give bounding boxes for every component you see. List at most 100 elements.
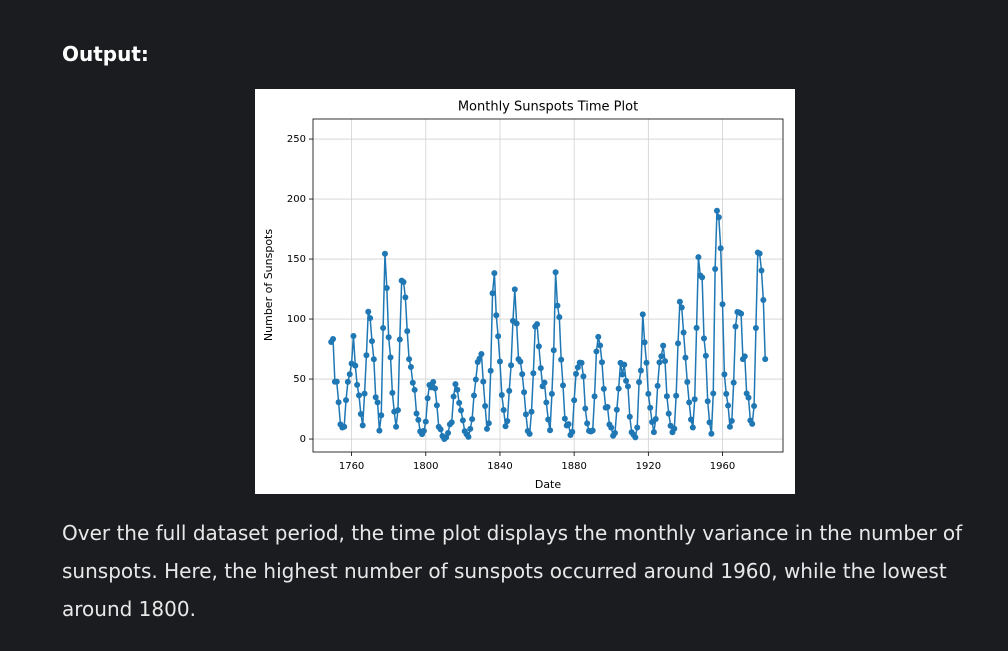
- point: [365, 308, 372, 315]
- point: [359, 422, 366, 429]
- point: [548, 390, 555, 397]
- point: [508, 362, 515, 369]
- point: [445, 430, 452, 437]
- point: [732, 323, 739, 330]
- point: [745, 394, 752, 401]
- paragraph: Over the full dataset period, the time p…: [62, 521, 963, 621]
- point: [526, 430, 533, 437]
- point: [433, 402, 440, 409]
- x-tick-label: 1960: [710, 461, 735, 472]
- point: [686, 399, 693, 406]
- point: [665, 410, 672, 417]
- point: [476, 355, 483, 362]
- point: [704, 398, 711, 405]
- point: [454, 386, 461, 393]
- point: [645, 390, 652, 397]
- point: [452, 381, 459, 388]
- point: [593, 348, 600, 355]
- point: [402, 294, 409, 301]
- point: [491, 270, 498, 277]
- point: [496, 358, 503, 365]
- point: [387, 354, 394, 361]
- point: [650, 429, 657, 436]
- point: [676, 298, 683, 305]
- point: [574, 364, 581, 371]
- point: [350, 332, 357, 339]
- point: [394, 407, 401, 414]
- point: [604, 404, 611, 410]
- point: [357, 410, 364, 417]
- point: [589, 427, 596, 434]
- point: [584, 420, 591, 427]
- series-line: [330, 210, 766, 441]
- point: [684, 379, 691, 386]
- point: [637, 367, 644, 374]
- heading: Output:: [62, 42, 149, 66]
- y-tick-label: 150: [287, 254, 306, 265]
- point: [660, 342, 667, 349]
- point: [432, 385, 439, 392]
- point: [719, 301, 726, 308]
- point: [470, 392, 477, 399]
- point: [591, 393, 598, 400]
- point: [493, 312, 500, 319]
- point: [363, 352, 370, 359]
- point: [550, 347, 557, 354]
- point: [346, 371, 353, 378]
- point: [673, 392, 680, 399]
- point: [543, 399, 550, 406]
- point: [472, 376, 479, 383]
- point: [458, 407, 465, 414]
- point: [535, 343, 542, 350]
- point: [597, 342, 604, 349]
- point: [450, 393, 457, 400]
- point: [751, 403, 758, 410]
- point: [413, 410, 420, 417]
- point: [695, 254, 702, 261]
- point: [519, 371, 526, 378]
- point: [370, 356, 377, 363]
- point: [517, 358, 524, 365]
- point: [760, 296, 767, 303]
- point: [691, 396, 698, 403]
- point: [725, 402, 732, 409]
- point: [615, 385, 622, 392]
- point: [710, 390, 717, 397]
- point: [415, 416, 422, 423]
- x-tick-label: 1760: [339, 461, 364, 472]
- point: [613, 406, 620, 413]
- point: [381, 250, 388, 257]
- point: [726, 423, 733, 430]
- point: [396, 336, 403, 343]
- point: [758, 267, 765, 274]
- point: [558, 356, 565, 363]
- point: [658, 353, 665, 360]
- point: [752, 325, 759, 332]
- point: [406, 356, 413, 363]
- y-tick-label: 50: [293, 374, 306, 385]
- point: [712, 266, 719, 272]
- point: [483, 425, 490, 432]
- point: [547, 427, 554, 434]
- point: [448, 419, 455, 426]
- point: [624, 383, 631, 390]
- point: [330, 335, 337, 342]
- point: [521, 389, 528, 396]
- point: [430, 379, 437, 386]
- chart: Monthly Sunspots Time Plot Date Number o…: [262, 100, 784, 491]
- point: [469, 416, 476, 423]
- point: [487, 367, 494, 374]
- point: [341, 423, 348, 430]
- point: [383, 284, 390, 291]
- point: [749, 420, 756, 427]
- point: [537, 365, 544, 372]
- point: [634, 424, 641, 431]
- chart-title: Monthly Sunspots Time Plot: [458, 100, 638, 115]
- point: [485, 420, 492, 427]
- x-tick-label: 1920: [636, 461, 661, 472]
- point: [675, 340, 682, 347]
- point: [478, 350, 485, 357]
- point: [502, 423, 509, 430]
- point: [378, 412, 385, 419]
